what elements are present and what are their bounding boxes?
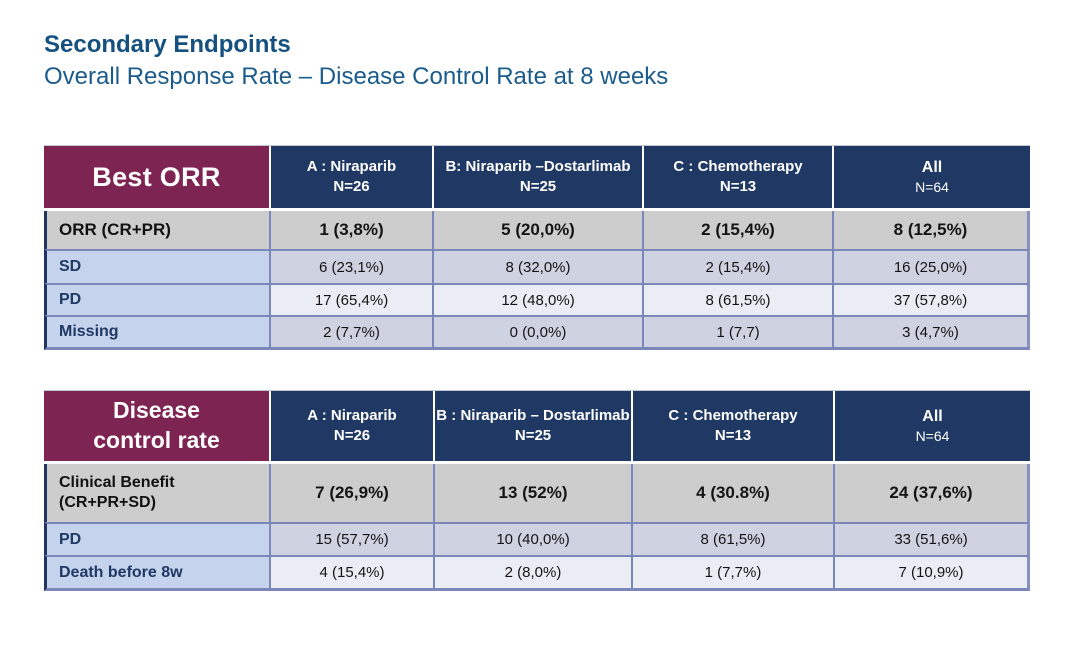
column-name: All: [922, 407, 943, 425]
row-label: PD: [44, 522, 271, 555]
column-header-arm-c: C : Chemotherapy N=13: [644, 146, 834, 208]
value-cell: 5 (20,0%): [434, 211, 644, 249]
column-name: A : Niraparib: [306, 157, 397, 175]
value-cell: 8 (61,5%): [633, 522, 835, 555]
column-name: C : Chemotherapy: [668, 406, 798, 424]
best-orr-header-row: Best ORR A : Niraparib N=26 B: Niraparib…: [44, 145, 1030, 208]
table-corner-label: Disease control rate: [44, 391, 271, 461]
row-label: SD: [44, 249, 271, 283]
value-cell: 8 (12,5%): [834, 211, 1030, 249]
row-label: Clinical Benefit (CR+PR+SD): [44, 464, 271, 522]
table-row: Clinical Benefit (CR+PR+SD) 7 (26,9%) 13…: [44, 464, 1030, 522]
column-name: A : Niraparib: [307, 406, 397, 424]
table-row: PD 15 (57,7%) 10 (40,0%) 8 (61,5%) 33 (5…: [44, 522, 1030, 555]
table-row: PD 17 (65,4%) 12 (48,0%) 8 (61,5%) 37 (5…: [44, 283, 1030, 315]
column-header-arm-a: A : Niraparib N=26: [271, 146, 434, 208]
value-cell: 33 (51,6%): [835, 522, 1030, 555]
value-cell: 8 (32,0%): [434, 249, 644, 283]
best-orr-table: Best ORR A : Niraparib N=26 B: Niraparib…: [44, 145, 1030, 350]
dcr-header-row: Disease control rate A : Niraparib N=26 …: [44, 390, 1030, 461]
row-label: Missing: [44, 315, 271, 350]
column-n: N=64: [915, 428, 950, 445]
table-row: ORR (CR+PR) 1 (3,8%) 5 (20,0%) 2 (15,4%)…: [44, 211, 1030, 249]
value-cell: 0 (0,0%): [434, 315, 644, 350]
value-cell: 2 (15,4%): [644, 211, 834, 249]
column-name: C : Chemotherapy: [673, 157, 803, 175]
column-n: N=26: [333, 178, 370, 195]
value-cell: 37 (57,8%): [834, 283, 1030, 315]
corner-text: Best ORR: [92, 161, 221, 192]
dcr-body: Clinical Benefit (CR+PR+SD) 7 (26,9%) 13…: [44, 464, 1030, 591]
value-cell: 1 (7,7): [644, 315, 834, 350]
best-orr-body: ORR (CR+PR) 1 (3,8%) 5 (20,0%) 2 (15,4%)…: [44, 211, 1030, 350]
slide-header: Secondary Endpoints Overall Response Rat…: [44, 30, 668, 92]
value-cell: 10 (40,0%): [435, 522, 633, 555]
column-n: N=25: [514, 427, 552, 444]
value-cell: 2 (15,4%): [644, 249, 834, 283]
value-cell: 1 (3,8%): [271, 211, 434, 249]
value-cell: 16 (25,0%): [834, 249, 1030, 283]
value-cell: 12 (48,0%): [434, 283, 644, 315]
value-cell: 24 (37,6%): [835, 464, 1030, 522]
column-n: N=13: [714, 427, 752, 444]
column-header-all: All N=64: [835, 391, 1030, 461]
value-cell: 4 (15,4%): [271, 555, 435, 591]
value-cell: 7 (26,9%): [271, 464, 435, 522]
column-name: B : Niraparib – Dostarlimab: [436, 406, 630, 424]
slide-subtitle: Overall Response Rate – Disease Control …: [44, 63, 669, 90]
column-header-arm-c: C : Chemotherapy N=13: [633, 391, 835, 461]
value-cell: 8 (61,5%): [644, 283, 834, 315]
value-cell: 1 (7,7%): [633, 555, 835, 591]
value-cell: 6 (23,1%): [271, 249, 434, 283]
value-cell: 13 (52%): [435, 464, 633, 522]
column-n: N=26: [333, 427, 371, 444]
row-label: PD: [44, 283, 271, 315]
column-name: B: Niraparib –Dostarlimab: [445, 157, 631, 175]
value-cell: 2 (7,7%): [271, 315, 434, 350]
column-header-arm-b: B: Niraparib –Dostarlimab N=25: [434, 146, 644, 208]
slide-title: Secondary Endpoints: [44, 31, 291, 58]
row-label-line2: (CR+PR+SD): [59, 494, 156, 511]
row-label: ORR (CR+PR): [44, 211, 271, 249]
value-cell: 3 (4,7%): [834, 315, 1030, 350]
value-cell: 15 (57,7%): [271, 522, 435, 555]
value-cell: 4 (30.8%): [633, 464, 835, 522]
column-n: N=64: [915, 179, 949, 196]
column-name: All: [921, 158, 943, 176]
table-row: SD 6 (23,1%) 8 (32,0%) 2 (15,4%) 16 (25,…: [44, 249, 1030, 283]
row-label-line1: Clinical Benefit: [59, 474, 175, 491]
value-cell: 7 (10,9%): [835, 555, 1030, 591]
column-n: N=25: [519, 178, 557, 195]
corner-text-line1: Disease: [113, 397, 200, 424]
table-row: Missing 2 (7,7%) 0 (0,0%) 1 (7,7) 3 (4,7…: [44, 315, 1030, 350]
row-label: Death before 8w: [44, 555, 271, 591]
disease-control-rate-table: Disease control rate A : Niraparib N=26 …: [44, 390, 1030, 591]
table-corner-label: Best ORR: [44, 146, 271, 208]
column-header-arm-a: A : Niraparib N=26: [271, 391, 435, 461]
table-row: Death before 8w 4 (15,4%) 2 (8,0%) 1 (7,…: [44, 555, 1030, 591]
column-header-all: All N=64: [834, 146, 1030, 208]
value-cell: 2 (8,0%): [435, 555, 633, 591]
column-n: N=13: [719, 178, 757, 195]
corner-text-line2: control rate: [93, 427, 220, 453]
column-header-arm-b: B : Niraparib – Dostarlimab N=25: [435, 391, 633, 461]
value-cell: 17 (65,4%): [271, 283, 434, 315]
